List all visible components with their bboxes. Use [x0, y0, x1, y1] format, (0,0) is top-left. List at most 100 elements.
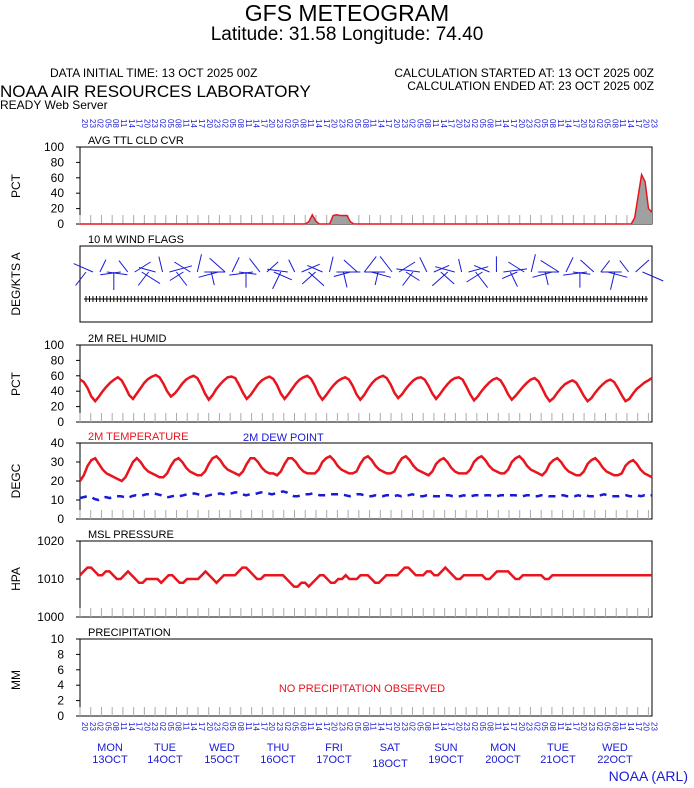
top-hour-label: 23 — [525, 119, 534, 128]
top-hour-label: 02 — [220, 119, 229, 128]
bottom-hour-label: 20 — [454, 722, 463, 731]
wind-barb — [419, 257, 428, 273]
top-hour-label: 14 — [127, 119, 136, 128]
y-tick-label: 30 — [51, 455, 65, 469]
date-label: 21OCT — [540, 754, 576, 766]
day-of-week-label: TUE — [547, 742, 569, 754]
bottom-hour-label: 11 — [306, 722, 315, 731]
top-hour-label: 23 — [275, 119, 284, 128]
date-label: 18OCT — [372, 758, 408, 770]
top-hour-label: 17 — [571, 119, 580, 128]
bottom-hour-label: 02 — [220, 722, 229, 731]
wind-barb — [635, 259, 650, 273]
wind-barb — [301, 263, 320, 273]
top-hour-label: 14 — [501, 119, 510, 128]
y-tick-label: 80 — [51, 353, 65, 367]
wind-barb — [540, 259, 560, 273]
top-hour-label: 20 — [205, 119, 214, 128]
y-tick-label: 10 — [51, 493, 65, 507]
top-hour-label: 11 — [618, 119, 627, 128]
date-label: 22OCT — [597, 754, 633, 766]
bottom-hour-label: 08 — [174, 722, 183, 731]
day-of-week-label: MON — [490, 742, 516, 754]
top-hour-label: 08 — [298, 119, 307, 128]
bottom-hour-label: 11 — [119, 722, 128, 731]
wind-barb — [458, 258, 463, 273]
bottom-hour-label: 02 — [532, 722, 541, 731]
y-tick-label: 20 — [51, 474, 65, 488]
bottom-hour-label: 17 — [571, 722, 580, 731]
top-hour-label: 05 — [478, 119, 487, 128]
wind-barb — [106, 271, 128, 276]
top-hour-label: 23 — [150, 119, 159, 128]
day-of-week-label: THU — [267, 742, 290, 754]
bottom-hour-label: 11 — [556, 722, 565, 731]
wind-barb — [266, 261, 279, 273]
panel-title: 2M REL HUMID — [88, 333, 166, 345]
top-hour-label: 05 — [353, 119, 362, 128]
top-hour-label: 08 — [548, 119, 557, 128]
top-hour-label: 17 — [634, 119, 643, 128]
bottom-hour-label: 23 — [88, 722, 97, 731]
bottom-hour-label: 02 — [283, 722, 292, 731]
date-label: 16OCT — [260, 754, 296, 766]
wind-barb — [176, 271, 188, 286]
date-label: 19OCT — [428, 754, 464, 766]
y-tick-label: 40 — [51, 436, 65, 450]
bottom-hour-label: 20 — [642, 722, 651, 731]
date-label: 17OCT — [316, 754, 352, 766]
top-hour-label: 11 — [556, 119, 565, 128]
panel-title: MSL PRESSURE — [88, 529, 174, 541]
bottom-hour-label: 23 — [275, 722, 284, 731]
y-tick-label: 20 — [51, 400, 65, 414]
wind-barb — [396, 268, 420, 273]
y-tick-label: 1020 — [37, 534, 64, 548]
top-hour-label: 14 — [626, 119, 635, 128]
day-of-week-label: SAT — [380, 742, 401, 754]
top-hour-label: 14 — [252, 119, 261, 128]
bottom-hour-label: 14 — [252, 722, 261, 731]
bottom-hour-label: 02 — [158, 722, 167, 731]
top-hour-label: 23 — [649, 119, 658, 128]
wind-barb — [328, 256, 334, 273]
y-tick-label: 100 — [44, 140, 64, 154]
bottom-hour-label: 17 — [259, 722, 268, 731]
bottom-hour-label: 02 — [470, 722, 479, 731]
wind-barb — [118, 260, 129, 273]
top-hour-label: 17 — [509, 119, 518, 128]
lab-name: NOAA AIR RESOURCES LABORATORY — [0, 82, 311, 101]
top-hour-label: 02 — [96, 119, 105, 128]
wind-barb — [141, 271, 161, 285]
wind-barb — [371, 271, 391, 278]
wind-barb — [272, 271, 282, 290]
bottom-hour-label: 05 — [291, 722, 300, 731]
bottom-hour-label: 08 — [486, 722, 495, 731]
y-tick-label: 20 — [51, 202, 65, 216]
y-tick-label: 60 — [51, 171, 65, 185]
top-hour-label: 11 — [244, 119, 253, 128]
wind-barb — [398, 261, 416, 273]
y-axis-label: PCT — [9, 173, 23, 198]
wind-barb — [466, 271, 483, 283]
top-hour-label: 05 — [291, 119, 300, 128]
bottom-hour-label: 02 — [408, 722, 417, 731]
top-hour-label: 20 — [579, 119, 588, 128]
wind-barb — [288, 259, 296, 273]
wind-barb — [565, 257, 574, 273]
wind-barb — [642, 271, 664, 282]
bottom-hour-label: 20 — [205, 722, 214, 731]
wind-barb — [440, 271, 455, 285]
y-axis-label: DEG/KTS A — [9, 252, 23, 315]
date-label: 20OCT — [485, 754, 521, 766]
top-hour-label: 08 — [423, 119, 432, 128]
bottom-hour-label: 23 — [213, 722, 222, 731]
bottom-hour-label: 17 — [135, 722, 144, 731]
precip-note: NO PRECIPITATION OBSERVED — [279, 683, 445, 695]
top-hour-label: 11 — [369, 119, 378, 128]
panel-title: 10 M WIND FLAGS — [88, 234, 184, 246]
wind-barb — [99, 259, 107, 273]
top-hour-label: 05 — [103, 119, 112, 128]
y-tick-label: 8 — [57, 647, 64, 661]
top-hour-label: 02 — [595, 119, 604, 128]
bottom-hour-label: 23 — [462, 722, 471, 731]
